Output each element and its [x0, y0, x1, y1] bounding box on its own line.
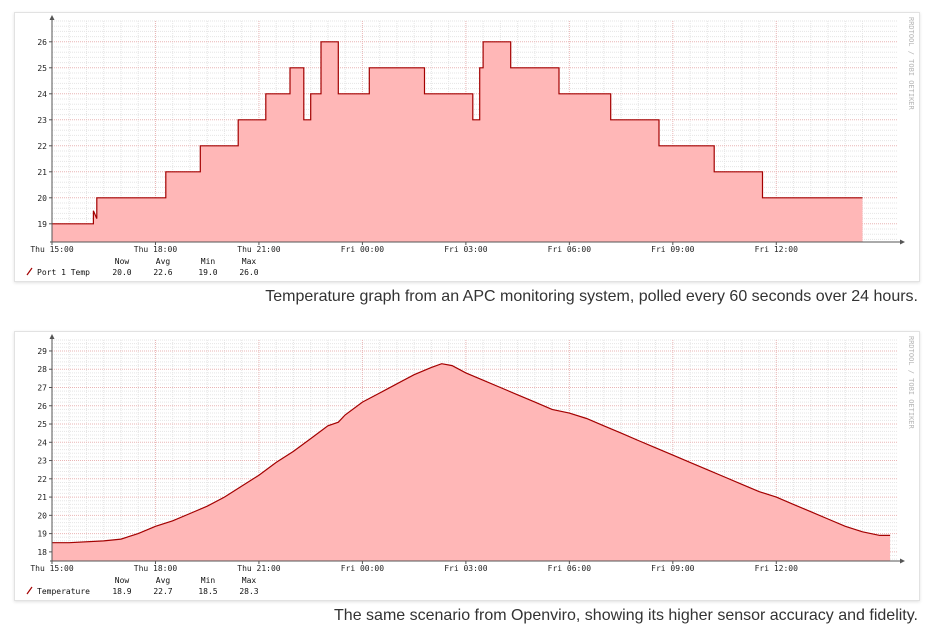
x-tick-label: Thu 18:00 — [134, 564, 178, 573]
legend-header-now: Now — [115, 257, 130, 266]
legend-value-max: 28.3 — [239, 587, 258, 596]
apc-legend: Now Avg Min Max Port 1 Temp 20.0 22.6 19.0 26.0 — [26, 257, 259, 277]
legend-header-min: Min — [201, 257, 216, 266]
legend-header-avg: Avg — [156, 576, 171, 585]
x-axis-arrow — [900, 239, 905, 245]
openviro-chart-svg: 18 19 20 21 22 23 24 25 26 27 28 29 Thu 15:00 Thu 18:… — [26, 334, 915, 596]
rrdtool-watermark: RRDTOOL / TOBI OETIKER — [907, 336, 915, 430]
rrdtool-watermark: RRDTOOL / TOBI OETIKER — [907, 17, 915, 111]
y-axis-arrow — [49, 334, 55, 339]
legend-header-max: Max — [242, 257, 257, 266]
x-tick-label: Fri 00:00 — [341, 245, 385, 254]
x-tick-label: Fri 09:00 — [651, 564, 695, 573]
legend-series-name: Port 1 Temp — [37, 268, 90, 277]
x-tick-label: Thu 21:00 — [237, 564, 281, 573]
x-tick-label: Fri 06:00 — [548, 245, 592, 254]
x-axis-arrow — [900, 558, 905, 564]
apc-chart-caption: Temperature graph from an APC monitoring… — [265, 288, 918, 305]
y-tick-label: 21 — [37, 493, 47, 502]
apc-chart-svg: 19 20 21 22 23 24 25 26 Thu 15:00 Thu 18:00 Thu 21… — [26, 15, 915, 277]
x-tick-label: Thu 15:00 — [30, 245, 74, 254]
y-tick-label: 20 — [37, 194, 47, 203]
y-axis-arrow — [49, 15, 55, 20]
y-tick-label: 25 — [37, 64, 47, 73]
x-tick-label: Fri 03:00 — [444, 564, 488, 573]
apc-series-line — [52, 41, 863, 225]
openviro-temperature-chart: 18 19 20 21 22 23 24 25 26 27 28 29 Thu 15:00 Thu 18:… — [14, 331, 920, 601]
openviro-legend: Now Avg Min Max Temperature 18.9 22.7 18.5 28.3 — [26, 576, 259, 596]
x-tick-label: Fri 00:00 — [341, 564, 385, 573]
legend-value-min: 18.5 — [198, 587, 217, 596]
apc-series-area — [52, 41, 863, 242]
apc-temperature-chart: 19 20 21 22 23 24 25 26 Thu 15:00 Thu 18:00 Thu 21… — [14, 12, 920, 282]
legend-swatch — [26, 267, 33, 276]
y-tick-label: 25 — [37, 420, 47, 429]
x-tick-label: Fri 12:00 — [755, 564, 799, 573]
y-tick-label: 22 — [37, 475, 47, 484]
y-tick-label: 21 — [37, 168, 47, 177]
x-tick-label: Fri 09:00 — [651, 245, 695, 254]
legend-header-avg: Avg — [156, 257, 171, 266]
legend-swatch — [26, 586, 33, 595]
legend-header-max: Max — [242, 576, 257, 585]
y-tick-label: 24 — [37, 90, 47, 99]
openviro-series-line — [52, 363, 891, 544]
y-tick-label: 22 — [37, 142, 47, 151]
y-tick-label: 27 — [37, 383, 47, 392]
legend-header-min: Min — [201, 576, 216, 585]
x-tick-label: Fri 12:00 — [755, 245, 799, 254]
y-tick-label: 18 — [37, 548, 47, 557]
legend-value-avg: 22.7 — [153, 587, 172, 596]
x-tick-label: Thu 15:00 — [30, 564, 74, 573]
y-tick-label: 23 — [37, 116, 47, 125]
legend-value-max: 26.0 — [239, 268, 258, 277]
x-tick-label: Thu 21:00 — [237, 245, 281, 254]
legend-series-name: Temperature — [37, 587, 90, 596]
legend-value-avg: 22.6 — [153, 268, 172, 277]
x-tick-label: Thu 18:00 — [134, 245, 178, 254]
y-tick-label: 28 — [37, 365, 47, 374]
y-tick-label: 20 — [37, 511, 47, 520]
y-tick-label: 26 — [37, 402, 47, 411]
y-tick-label: 29 — [37, 347, 47, 356]
legend-value-now: 18.9 — [112, 587, 131, 596]
y-tick-label: 19 — [37, 530, 47, 539]
y-tick-label: 23 — [37, 457, 47, 466]
x-tick-label: Fri 06:00 — [548, 564, 592, 573]
openviro-series-area — [52, 363, 891, 561]
y-tick-label: 19 — [37, 220, 47, 229]
openviro-chart-caption: The same scenario from Openviro, showing… — [334, 607, 918, 624]
y-tick-label: 24 — [37, 438, 47, 447]
legend-value-now: 20.0 — [112, 268, 131, 277]
legend-value-min: 19.0 — [198, 268, 217, 277]
x-tick-label: Fri 03:00 — [444, 245, 488, 254]
legend-header-now: Now — [115, 576, 130, 585]
y-tick-label: 26 — [37, 38, 47, 47]
